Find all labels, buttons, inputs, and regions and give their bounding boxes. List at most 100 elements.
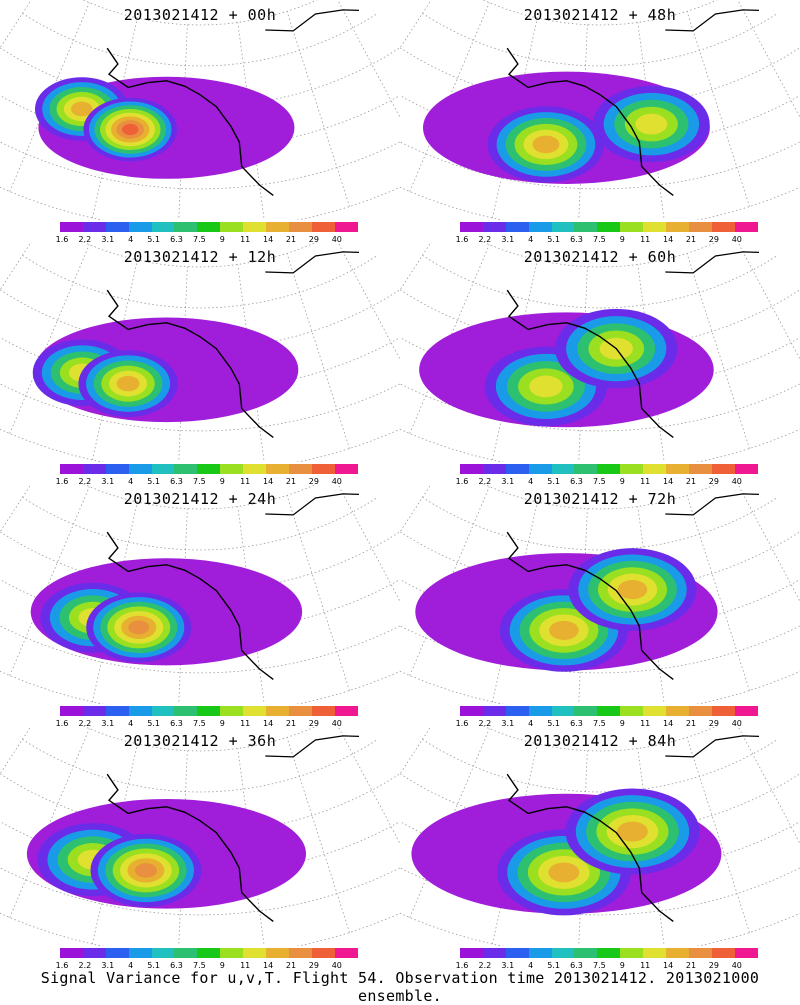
variance-field bbox=[30, 558, 303, 666]
colorbar-tick-label: 6.3 bbox=[170, 235, 183, 244]
colorbar-swatch bbox=[288, 706, 312, 716]
arctic-coastline bbox=[265, 493, 360, 516]
forecast-panel-24h: 2013021412 + 24h 1.6 2.2 3.1 4 5.1 6.3 7.5 9 11 14… bbox=[0, 484, 400, 734]
colorbar-swatch bbox=[505, 222, 529, 232]
colorbar-tick-label: 5.1 bbox=[547, 961, 560, 970]
colorbar-tick-label: 40 bbox=[731, 477, 742, 486]
colorbar-swatch bbox=[82, 706, 106, 716]
colorbar-swatch bbox=[460, 464, 483, 474]
colorbar-tick-label: 3.1 bbox=[101, 719, 115, 728]
colorbar bbox=[460, 222, 758, 232]
variance-blob bbox=[70, 101, 93, 117]
colorbar-swatch bbox=[82, 464, 106, 474]
coastline bbox=[106, 531, 274, 680]
colorbar-swatch bbox=[220, 706, 244, 716]
colorbar-swatch bbox=[311, 706, 335, 716]
colorbar-swatch bbox=[311, 948, 335, 958]
colorbar-swatch bbox=[528, 706, 552, 716]
colorbar-tick-label: 7.5 bbox=[193, 719, 206, 728]
colorbar-swatch bbox=[334, 706, 358, 716]
arctic-coastline bbox=[665, 493, 760, 516]
colorbar-swatch bbox=[643, 948, 667, 958]
variance-blob bbox=[549, 620, 579, 640]
colorbar-tick-label: 11 bbox=[240, 235, 251, 244]
colorbar-tick-label: 2.2 bbox=[78, 235, 92, 244]
colorbar-tick-label: 9 bbox=[219, 961, 225, 970]
colorbar-swatch bbox=[266, 948, 289, 958]
colorbar-tick-label: 3.1 bbox=[101, 961, 115, 970]
colorbar-swatch bbox=[597, 464, 621, 474]
colorbar-tick-label: 4 bbox=[528, 961, 534, 970]
colorbar-tick-label: 21 bbox=[685, 719, 697, 728]
panel-title: 2013021412 + 72h bbox=[523, 490, 677, 508]
colorbar-tick-label: 2.2 bbox=[78, 477, 92, 486]
panel-title: 2013021412 + 60h bbox=[523, 248, 677, 266]
colorbar-swatch bbox=[105, 464, 129, 474]
variance-map bbox=[0, 0, 400, 220]
colorbar-tick-label: 3.1 bbox=[501, 235, 515, 244]
colorbar-tick-label: 4 bbox=[128, 719, 134, 728]
panel-title: 2013021412 + 48h bbox=[523, 6, 677, 24]
colorbar-tick-label: 6.3 bbox=[570, 961, 583, 970]
colorbar-labels: 1.6 2.2 3.1 4 5.1 6.3 7.5 9 11 14 21 29 40 bbox=[56, 961, 360, 971]
arctic-coastline bbox=[665, 735, 760, 758]
coastline bbox=[106, 773, 274, 922]
colorbar-swatch bbox=[505, 948, 529, 958]
colorbar-tick-label: 29 bbox=[308, 719, 319, 728]
variance-field bbox=[34, 76, 295, 179]
colorbar-swatch bbox=[266, 222, 289, 232]
colorbar-tick-label: 9 bbox=[619, 719, 625, 728]
panel-title: 2013021412 + 00h bbox=[123, 6, 277, 24]
colorbar-tick-label: 1.6 bbox=[455, 719, 469, 728]
variance-field bbox=[32, 317, 299, 423]
colorbar-tick-label: 7.5 bbox=[593, 719, 606, 728]
variance-blob bbox=[529, 375, 563, 398]
colorbar-swatch bbox=[505, 464, 529, 474]
variance-map bbox=[0, 484, 400, 704]
arctic-coastline bbox=[665, 9, 760, 32]
colorbar-swatch bbox=[197, 464, 221, 474]
colorbar-swatch bbox=[528, 222, 552, 232]
colorbar-swatch bbox=[688, 464, 712, 474]
colorbar-tick-label: 5.1 bbox=[547, 477, 560, 486]
variance-blob bbox=[617, 821, 648, 842]
colorbar-swatch bbox=[174, 706, 198, 716]
colorbar-tick-label: 4 bbox=[528, 235, 534, 244]
colorbar bbox=[60, 464, 358, 474]
colorbar-labels: 1.6 2.2 3.1 4 5.1 6.3 7.5 9 11 14 21 29 40 bbox=[456, 477, 760, 487]
graticule bbox=[400, 484, 800, 704]
colorbar-labels: 1.6 2.2 3.1 4 5.1 6.3 7.5 9 11 14 21 29 40 bbox=[456, 235, 760, 245]
colorbar-tick-label: 14 bbox=[263, 719, 274, 728]
colorbar bbox=[460, 948, 758, 958]
colorbar-tick-label: 5.1 bbox=[547, 719, 560, 728]
colorbar-tick-label: 6.3 bbox=[570, 235, 583, 244]
colorbar-tick-label: 14 bbox=[263, 235, 274, 244]
graticule bbox=[0, 242, 400, 462]
colorbar-tick-label: 5.1 bbox=[147, 477, 160, 486]
colorbar-tick-label: 14 bbox=[663, 477, 674, 486]
variance-map bbox=[400, 484, 800, 704]
variance-field bbox=[411, 788, 722, 916]
colorbar-swatch bbox=[197, 706, 221, 716]
colorbar bbox=[460, 706, 758, 716]
variance-blob bbox=[128, 620, 150, 635]
coastline bbox=[106, 289, 274, 438]
variance-blob bbox=[532, 135, 560, 154]
colorbar-tick-label: 4 bbox=[128, 961, 134, 970]
colorbar-tick-label: 40 bbox=[731, 719, 742, 728]
colorbar-swatch bbox=[711, 464, 735, 474]
colorbar-tick-label: 7.5 bbox=[593, 961, 606, 970]
colorbar-tick-label: 1.6 bbox=[55, 719, 69, 728]
colorbar-tick-label: 2.2 bbox=[478, 235, 492, 244]
colorbar-tick-label: 11 bbox=[640, 719, 651, 728]
colorbar-swatch bbox=[288, 464, 312, 474]
colorbar-swatch bbox=[174, 948, 198, 958]
colorbar-tick-label: 4 bbox=[128, 477, 134, 486]
coastline bbox=[506, 289, 674, 438]
variance-map bbox=[400, 0, 800, 220]
colorbar-tick-label: 7.5 bbox=[593, 477, 606, 486]
colorbar bbox=[60, 222, 358, 232]
colorbar-tick-label: 9 bbox=[219, 719, 225, 728]
colorbar-tick-label: 21 bbox=[285, 961, 297, 970]
colorbar-swatch bbox=[711, 222, 735, 232]
